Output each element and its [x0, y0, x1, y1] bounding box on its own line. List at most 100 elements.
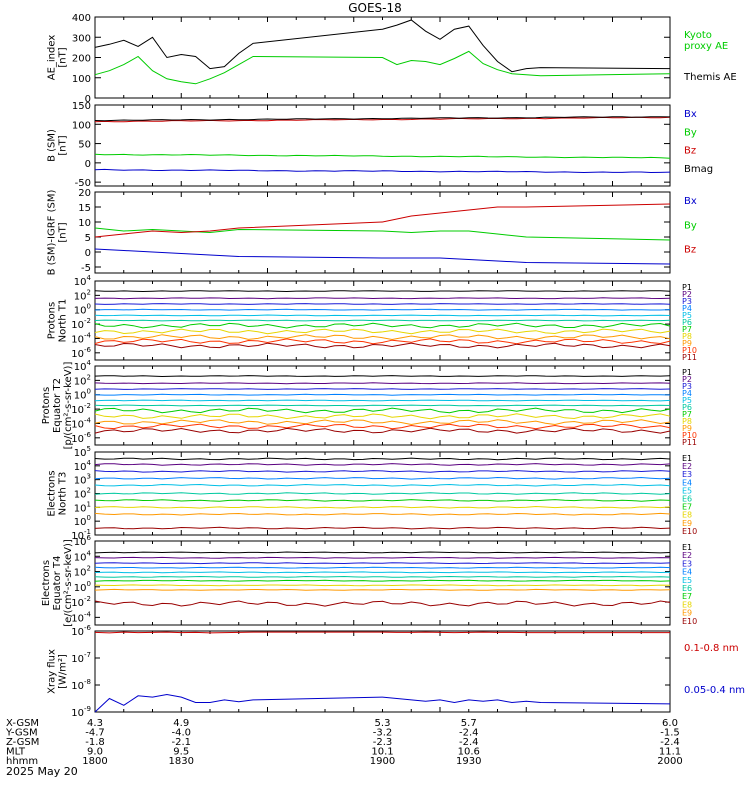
y-tick-label: 50 [78, 140, 91, 151]
y-tick-label: 10-4 [71, 331, 91, 345]
y-tick-label: 10-1 [71, 528, 91, 542]
y-tick-label: 102 [74, 565, 91, 579]
channel-legend-label: P3 [682, 297, 692, 306]
y-tick-label: 400 [72, 13, 91, 24]
channel-legend-label: P1 [682, 283, 692, 292]
footer-value: 9.5 [173, 747, 189, 758]
footer-row-label: Y-GSM [5, 728, 38, 739]
panel-5: Protons Equator T2 [p/(cm²-s-sr-keV)] 10410… [41, 359, 697, 449]
y-tick-label: 150 [72, 101, 91, 112]
footer-value: -2.3 [373, 737, 393, 748]
series-line [94, 153, 671, 159]
channel-trace [94, 575, 671, 578]
orbit-footer: X-GSM 4.3 4.9 5.3 5.7 6.0Y-GSM -4.7 -4.0 -3.2 -2.… [5, 718, 683, 767]
channel-legend-label: P5 [682, 311, 692, 320]
y-tick-label: 100 [74, 580, 91, 594]
footer-date: 2025 May 20 [6, 765, 78, 778]
channel-trace [94, 470, 671, 473]
legend-label: Bmag [684, 164, 713, 175]
channel-legend-label: P3 [682, 382, 692, 391]
channel-legend-label: P11 [682, 353, 697, 362]
y-tick-label: 10-6 [71, 431, 91, 445]
footer-value: 1800 [82, 756, 107, 767]
panel-7: Electrons Equator T4 [e/(cm²-s-sr-keV)] 106… [41, 534, 697, 627]
channel-trace [94, 566, 671, 569]
channel-legend-label: E10 [682, 527, 697, 536]
y-axis-label: B (SM)-IGRF (SM) [47, 190, 58, 276]
footer-value: 2000 [657, 756, 682, 767]
footer-value: 6.0 [662, 718, 678, 729]
y-axis-label: [nT] [58, 222, 69, 242]
footer-row-label: X-GSM [6, 718, 39, 729]
footer-value: -2.4 [660, 737, 680, 748]
channel-legend-label: P8 [682, 417, 692, 426]
y-tick-label: 200 [72, 54, 91, 65]
legend-label: By [684, 127, 697, 138]
channel-legend-label: P2 [682, 375, 692, 384]
y-tick-label: 104 [74, 359, 92, 373]
footer-row-label: hhmm [6, 756, 38, 767]
y-tick-label: 10 [78, 218, 91, 229]
channel-trace [94, 393, 671, 396]
channel-legend-label: P10 [682, 431, 697, 440]
channel-legend-label: P9 [682, 424, 692, 433]
channel-legend-label: E9 [682, 609, 692, 618]
channel-trace [94, 600, 671, 607]
channel-trace [94, 499, 671, 502]
y-tick-label: -5 [81, 263, 91, 274]
channel-legend-label: E2 [682, 551, 692, 560]
footer-value: 4.9 [173, 718, 189, 729]
legend-label: Themis AE [683, 72, 737, 83]
channel-trace [94, 413, 671, 420]
footer-value: -4.7 [85, 728, 105, 739]
y-axis-label: AE_index [47, 35, 58, 81]
panel-2: B (SM) [nT] -50 0 50 100 150 Bx By Bz Bmag [47, 101, 714, 189]
channel-legend-label: E8 [682, 600, 692, 609]
y-tick-label: 104 [74, 549, 92, 563]
footer-value: 11.1 [659, 747, 681, 758]
y-tick-label: 10-2 [71, 317, 91, 331]
footer-value: -1.8 [85, 737, 105, 748]
channel-legend-label: P5 [682, 396, 692, 405]
channel-legend-label: P2 [682, 290, 692, 299]
y-tick-label: 20 [78, 188, 91, 199]
y-axis-label: Equator T2 [52, 378, 63, 433]
channel-trace [94, 375, 671, 378]
channel-trace [94, 338, 671, 345]
y-tick-label: 104 [74, 274, 92, 288]
panel-8: Xray flux [W/m²] 10-6 10-7 10-8 10-9 0.1-0.8 n… [47, 624, 746, 719]
y-tick-label: 102 [74, 487, 91, 501]
y-axis-label: North T1 [58, 299, 69, 343]
channel-trace [94, 308, 671, 311]
channel-trace [94, 571, 671, 574]
y-tick-label: 103 [74, 473, 91, 487]
y-axis-label: Electrons [47, 470, 58, 516]
channel-trace [94, 334, 671, 341]
channel-trace [94, 407, 671, 414]
channel-trace [94, 382, 671, 385]
y-axis-label: [e/(cm²-s-sr-keV)] [63, 539, 74, 627]
y-tick-label: 10-8 [71, 678, 91, 692]
series-line [94, 693, 671, 713]
legend-label: proxy AE [684, 41, 728, 52]
y-tick-label: 100 [72, 74, 91, 85]
series-line [94, 227, 671, 241]
channel-legend-label: E4 [682, 478, 692, 487]
channel-trace [94, 579, 671, 582]
y-tick-label: 300 [72, 33, 91, 44]
channel-trace [94, 303, 671, 305]
footer-value: 4.3 [87, 718, 103, 729]
series-line [94, 248, 671, 265]
channel-legend-label: E7 [682, 503, 692, 512]
channel-trace [94, 342, 671, 349]
footer-value: 5.7 [461, 718, 477, 729]
channel-legend-label: E6 [682, 584, 692, 593]
channel-trace [94, 463, 671, 466]
y-tick-label: 15 [78, 203, 91, 214]
y-tick-label: 10-6 [71, 624, 91, 638]
channel-trace [94, 551, 671, 554]
channel-legend-label: E3 [682, 470, 692, 479]
channel-legend-label: P9 [682, 339, 692, 348]
